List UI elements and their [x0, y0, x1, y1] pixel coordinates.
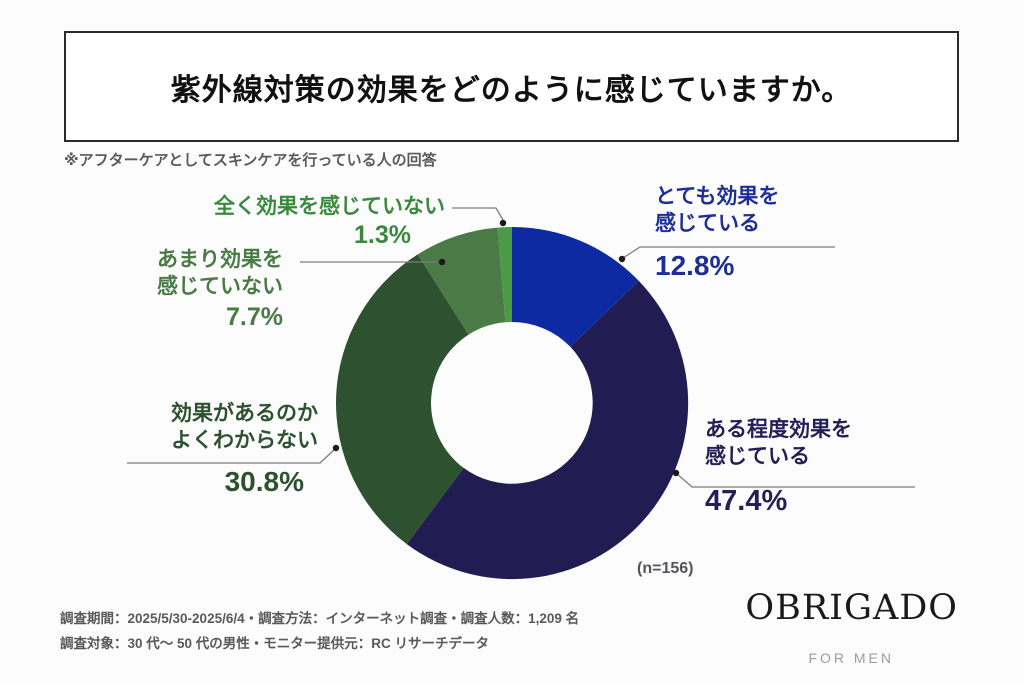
leader-dot-little [438, 258, 446, 266]
brand-logo: OBRIGADO [745, 588, 958, 628]
callout-not-much-effect: あまり効果を 感じていない 7.7% [130, 246, 283, 332]
leader-line-some [675, 472, 915, 488]
segment-label: とても効果を [655, 185, 780, 208]
callout-somewhat-effective: ある程度効果を 感じている 47.4% [705, 416, 852, 518]
survey-meta-line1: 調査期間：2025/5/30-2025/6/4・調査方法：インターネット調査・調… [60, 611, 580, 626]
leader-lines [127, 207, 915, 488]
survey-meta: 調査期間：2025/5/30-2025/6/4・調査方法：インターネット調査・調… [60, 606, 579, 656]
sample-size: (n=156) [637, 560, 694, 577]
survey-meta-line2: 調査対象：30 代～ 50 代の男性・モニター提供元：RC リサーチデータ [60, 636, 490, 651]
segment-value: 7.7% [226, 303, 283, 331]
callout-no-effect: 全く効果を感じていない 1.3% [150, 193, 445, 250]
donut-segment [512, 227, 639, 347]
callout-unclear: 効果があるのか よくわからない 30.8% [140, 400, 318, 498]
segment-label: ある程度効果を [705, 418, 852, 441]
segment-label: あまり効果を [157, 248, 283, 271]
leader-line-unclear [127, 448, 336, 464]
segment-label: よくわからない [171, 429, 318, 452]
leader-dot-some [672, 469, 680, 477]
segment-value: 47.4% [705, 485, 788, 517]
segment-value: 12.8% [655, 250, 735, 281]
segment-value: 1.3% [354, 221, 411, 249]
segment-value: 30.8% [224, 466, 304, 497]
title-box: 紫外線対策の効果をどのように感じていますか。 [64, 31, 959, 142]
page-title: 紫外線対策の効果をどのように感じていますか。 [170, 73, 853, 107]
donut-segment [406, 280, 689, 580]
segment-label: 感じている [705, 445, 810, 468]
segment-label: 全く効果を感じていない [214, 195, 445, 218]
segment-label: 感じていない [157, 275, 283, 298]
leader-line-very [622, 246, 835, 259]
donut-segment [497, 227, 512, 323]
survey-note: ※アフターケアとしてスキンケアを行っている人の回答 [64, 152, 437, 169]
callout-very-effective: とても効果を 感じている 12.8% [655, 183, 779, 282]
segment-label: 効果があるのか [171, 402, 318, 425]
leader-dot-very [618, 255, 626, 263]
segment-label: 感じている [655, 212, 760, 235]
donut-segment [417, 227, 506, 335]
leader-line-none [452, 207, 504, 221]
leader-dot-none [499, 219, 507, 227]
leader-dot-unclear [332, 444, 340, 452]
brand-tagline: FOR MEN [808, 650, 894, 666]
donut-segment [336, 254, 469, 545]
donut-segments [336, 227, 689, 580]
